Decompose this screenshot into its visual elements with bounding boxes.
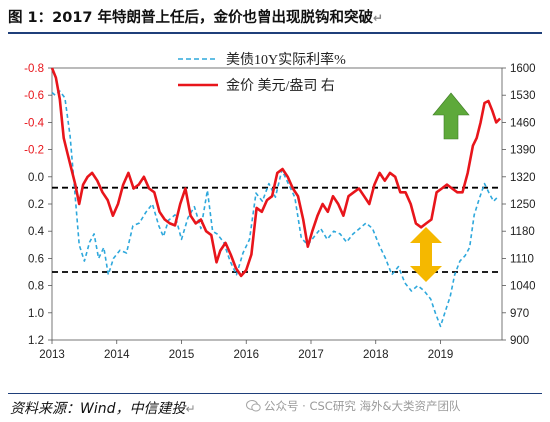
left-tick-label: 0.4 bbox=[28, 226, 45, 238]
return-mark-icon: ↵ bbox=[185, 402, 196, 416]
series-line-real-yield bbox=[51, 90, 500, 328]
left-tick-label: 0.8 bbox=[28, 281, 44, 293]
left-tick-label: 0.2 bbox=[28, 199, 44, 211]
axes: -0.8 -0.6 -0.4 -0.2 0.0 0.2 0.4 0.6 0.8 1.0 1.2 160… bbox=[24, 63, 535, 361]
up-arrow-icon bbox=[432, 92, 470, 140]
x-tick-label: 2013 bbox=[39, 349, 65, 361]
source-text: 资料来源：Wind，中信建投 bbox=[10, 401, 186, 417]
series-line-gold-price bbox=[50, 67, 502, 278]
left-tick-label: -0.2 bbox=[24, 145, 44, 157]
right-tick-label: 1530 bbox=[510, 90, 536, 102]
legend-label-yield: 美债10Y实际利率% bbox=[226, 51, 346, 68]
x-tick-label: 2018 bbox=[363, 349, 389, 361]
x-tick-label: 2016 bbox=[233, 349, 259, 361]
x-tick-label: 2014 bbox=[104, 349, 130, 361]
return-mark-icon: ↵ bbox=[373, 11, 384, 25]
legend: 美债10Y实际利率% 金价 美元/盎司 右 bbox=[178, 51, 346, 94]
source-note: 资料来源：Wind，中信建投↵ bbox=[10, 398, 196, 418]
left-tick-label: 1.2 bbox=[28, 335, 44, 347]
legend-label-gold: 金价 美元/盎司 右 bbox=[226, 78, 335, 94]
left-tick-label: -0.6 bbox=[24, 90, 44, 102]
title-divider bbox=[8, 32, 542, 34]
right-tick-label: 1320 bbox=[510, 172, 536, 184]
x-tick-label: 2019 bbox=[428, 349, 454, 361]
range-arrow-annotation bbox=[410, 227, 442, 282]
right-tick-label: 900 bbox=[510, 335, 529, 347]
left-tick-label: 0.0 bbox=[28, 172, 44, 184]
double-arrow-icon bbox=[410, 227, 442, 282]
wechat-icon bbox=[246, 400, 261, 412]
left-tick-label: 0.6 bbox=[28, 253, 44, 265]
up-arrow-annotation bbox=[432, 92, 470, 140]
x-tick-label: 2015 bbox=[169, 349, 195, 361]
x-tick-label: 2017 bbox=[298, 349, 324, 361]
right-tick-label: 1600 bbox=[510, 63, 536, 75]
left-tick-label: -0.8 bbox=[24, 63, 44, 75]
watermark: 公众号 · CSC研究 海外&大类资产团队 bbox=[246, 398, 460, 414]
left-tick-label: -0.4 bbox=[24, 117, 44, 129]
footer-divider bbox=[8, 393, 542, 394]
right-tick-label: 1460 bbox=[510, 117, 536, 129]
right-tick-label: 1110 bbox=[510, 253, 534, 265]
left-tick-label: 1.0 bbox=[28, 308, 44, 320]
chart: -0.8 -0.6 -0.4 -0.2 0.0 0.2 0.4 0.6 0.8 1.0 1.2 160… bbox=[24, 51, 535, 361]
figure-title-text: 图 1：2017 年特朗普上任后，金价也曾出现脱钩和突破 bbox=[8, 10, 374, 26]
right-tick-label: 1040 bbox=[510, 281, 536, 293]
series bbox=[50, 67, 502, 328]
right-tick-label: 1390 bbox=[510, 145, 536, 157]
figure-title: 图 1：2017 年特朗普上任后，金价也曾出现脱钩和突破↵ bbox=[8, 6, 544, 30]
right-tick-label: 1250 bbox=[510, 199, 536, 211]
watermark-text: 公众号 · CSC研究 海外&大类资产团队 bbox=[264, 399, 461, 413]
right-tick-label: 970 bbox=[510, 308, 529, 320]
right-tick-label: 1180 bbox=[510, 226, 535, 238]
